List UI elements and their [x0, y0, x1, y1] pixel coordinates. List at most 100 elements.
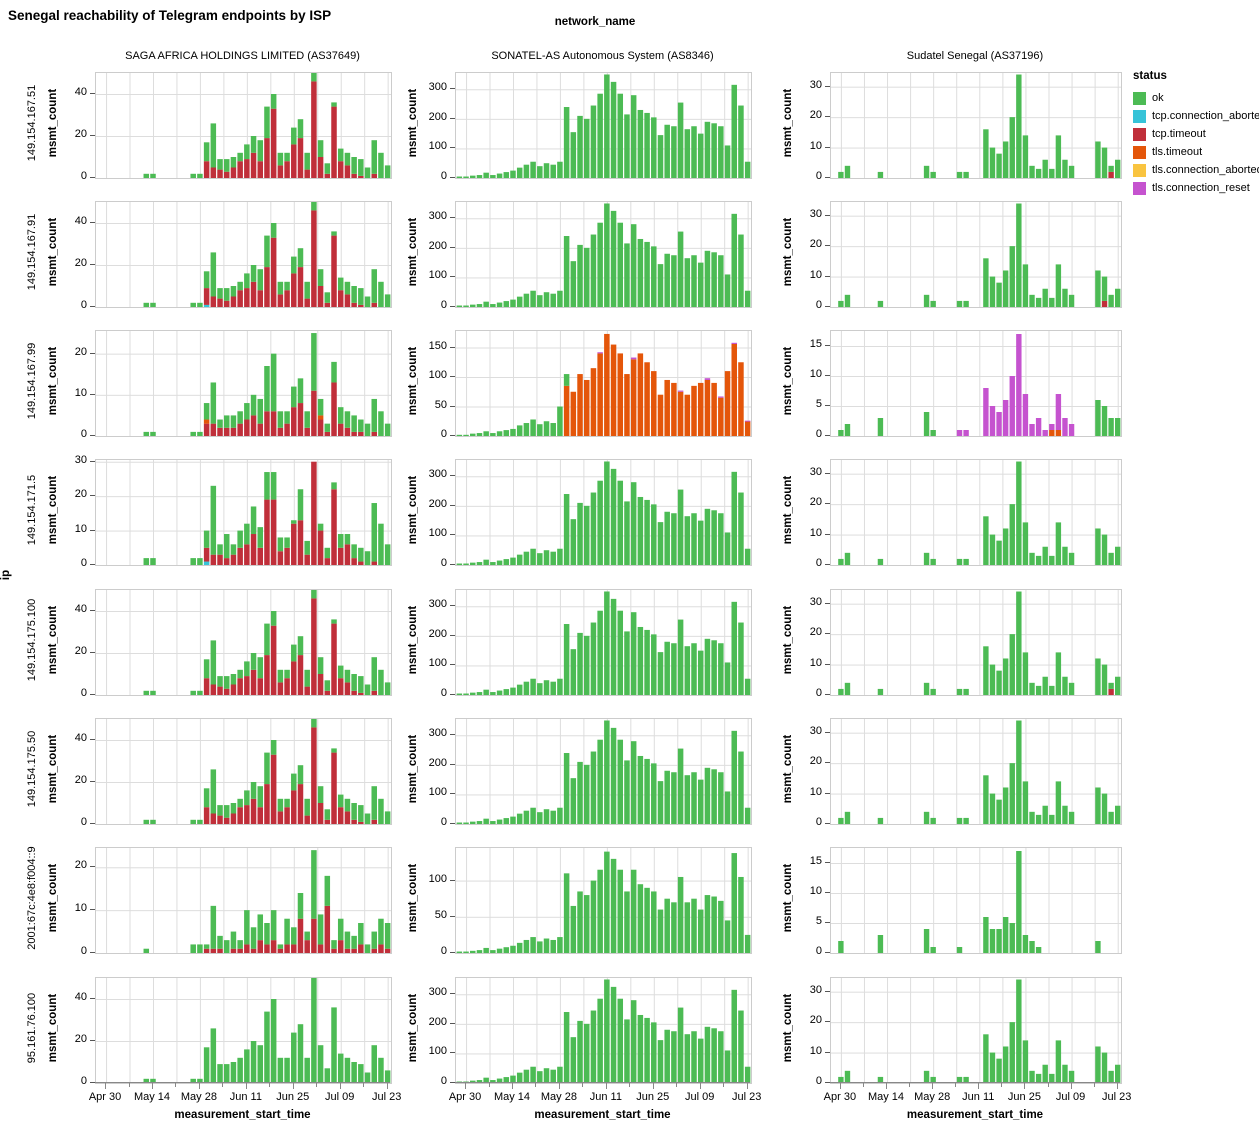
- gridline-vertical: [956, 590, 958, 695]
- gridline-vertical: [536, 848, 538, 953]
- bar-segment-ok: [311, 202, 317, 211]
- bar-segment-ok: [456, 434, 463, 436]
- bar-segment-ok: [337, 148, 344, 162]
- bar-segment-tcp.timeout: [257, 161, 264, 178]
- x-minor-tick-mark: [316, 1083, 318, 1087]
- bar-segment-ok: [1095, 658, 1101, 695]
- bar-segment-ok: [230, 415, 237, 428]
- bar-segment-ok: [1002, 787, 1009, 824]
- gridline-vertical: [887, 460, 889, 565]
- bar-segment-ok: [476, 433, 483, 436]
- gridline-vertical: [559, 978, 561, 1083]
- bar-segment-ok: [557, 290, 563, 307]
- bar-segment-ok: [223, 805, 230, 818]
- y-tick-mark: [90, 529, 95, 531]
- gridline-vertical: [270, 978, 272, 1083]
- bar-segment-ok: [1009, 1022, 1015, 1083]
- bar-segment-tcp.timeout: [337, 940, 344, 953]
- bar-segment-ok: [1022, 781, 1029, 824]
- y-tick-label: 0: [80, 299, 87, 311]
- gridline-vertical: [559, 848, 561, 953]
- gridline-vertical: [956, 719, 958, 824]
- bar-segment-ok: [844, 165, 851, 178]
- bar-segment-ok: [644, 887, 650, 953]
- bar-segment-ok: [617, 998, 624, 1083]
- bar-segment-ok: [244, 273, 250, 289]
- bar-segment-ok: [1042, 805, 1048, 824]
- legend-swatch-icon: [1133, 163, 1146, 177]
- bar-segment-tcp.timeout: [337, 161, 344, 178]
- bar-segment-ok: [1016, 591, 1022, 695]
- y-tick-mark: [450, 435, 455, 436]
- gridline-vertical: [129, 848, 131, 953]
- bar-segment-ok: [197, 1078, 203, 1083]
- gridline-vertical: [747, 978, 749, 1083]
- bar-segment-tcp.timeout: [284, 944, 290, 953]
- bar-segment-tcp.timeout: [324, 173, 331, 178]
- y-tick-mark: [825, 245, 830, 247]
- bar-segment-ok: [270, 740, 277, 755]
- gridline-vertical: [317, 202, 319, 307]
- bar-segment-ok: [516, 425, 523, 436]
- bar-segment-tcp.timeout: [344, 427, 351, 436]
- bar-segment-tcp.timeout: [297, 138, 304, 178]
- bar-segment-ok: [150, 1078, 156, 1083]
- x-tick-mark: [1024, 1083, 1026, 1089]
- y-tick-mark: [90, 694, 95, 695]
- bar-segment-ok: [1101, 664, 1108, 695]
- bar-segment-ok: [150, 819, 156, 824]
- bar-segment-ok: [963, 1076, 969, 1083]
- bar-segment-tcp.timeout: [311, 81, 317, 178]
- facet-row-label: 95.161.76.100: [26, 992, 38, 1063]
- bar-segment-tcp.timeout: [291, 407, 297, 436]
- bar-segment-ok: [996, 1058, 1002, 1083]
- bar-segment-ok: [738, 751, 744, 824]
- bar-segment-tls.connection_reset: [963, 430, 969, 436]
- bar-segment-tcp.timeout: [351, 558, 357, 565]
- subplot-149.154.167.99-col2: [455, 330, 752, 437]
- bar-segment-ok: [510, 299, 516, 307]
- bar-segment-ok: [677, 619, 684, 695]
- subplot-149.154.167.91-col1: [95, 201, 392, 308]
- gridline-horizontal: [96, 496, 391, 498]
- bar-segment-ok: [738, 492, 744, 565]
- bar-segment-ok: [923, 929, 930, 953]
- bar-segment-tcp.timeout: [324, 905, 331, 953]
- bar-segment-tls.connection_reset: [956, 430, 963, 436]
- bar-segment-ok: [463, 822, 469, 824]
- y-tick-label: 40: [74, 991, 87, 1003]
- bar-segment-tcp.timeout: [277, 165, 284, 178]
- gridline-horizontal: [456, 794, 751, 796]
- y-tick-label: 0: [440, 428, 447, 440]
- y-tick-label: 20: [809, 496, 822, 509]
- bar-segment-ok: [537, 683, 543, 695]
- bar-segment-ok: [570, 905, 577, 953]
- bar-segment-ok: [704, 121, 711, 178]
- bar-segment-ok: [738, 622, 744, 695]
- gridline-horizontal: [96, 94, 391, 95]
- bar-segment-ok: [291, 773, 297, 791]
- bar-segment-ok: [317, 140, 324, 157]
- gridline-vertical: [1117, 202, 1119, 307]
- y-tick-mark: [825, 85, 830, 87]
- bar-segment-tcp.timeout: [257, 423, 264, 436]
- bar-segment-ok: [496, 302, 503, 307]
- bar-segment-ok: [250, 782, 257, 799]
- bar-segment-ok: [337, 1053, 344, 1083]
- gridline-vertical: [489, 978, 491, 1083]
- gridline-vertical: [512, 719, 514, 824]
- bar-segment-ok: [257, 914, 264, 941]
- bar-segment-ok: [963, 300, 969, 307]
- gridline-vertical: [536, 331, 538, 436]
- bar-segment-ok: [496, 560, 503, 565]
- bar-segment-ok: [1029, 165, 1035, 178]
- gridline-horizontal: [96, 265, 391, 266]
- y-tick-mark: [90, 564, 95, 565]
- bar-segment-ok: [697, 650, 704, 695]
- gridline-vertical: [677, 202, 679, 307]
- bar-segment-ok: [1002, 270, 1009, 307]
- bar-segment-ok: [597, 222, 603, 307]
- bar-segment-ok: [983, 646, 989, 695]
- bar-segment-ok: [1095, 787, 1101, 824]
- bar-segment-tcp.timeout: [230, 948, 237, 953]
